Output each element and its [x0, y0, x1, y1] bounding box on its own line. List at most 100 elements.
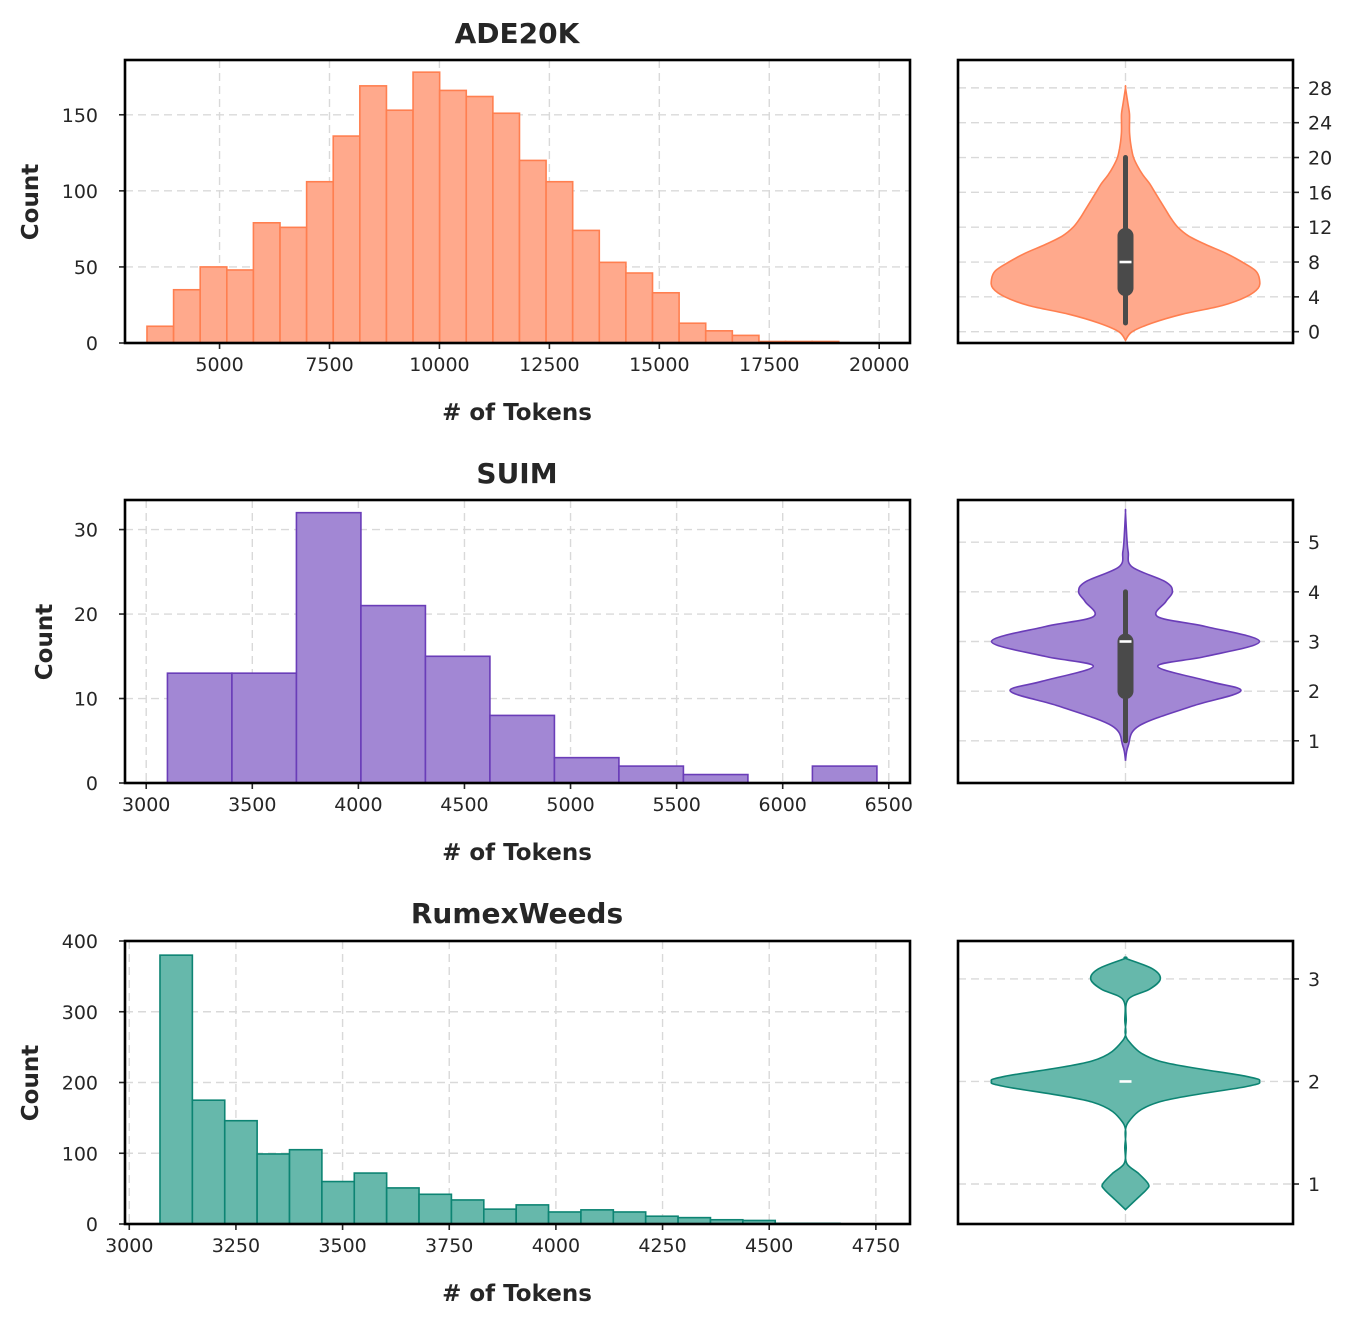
x-tick-label: 4250 [638, 1235, 686, 1257]
x-tick-label: 10000 [409, 354, 469, 376]
histogram-bar [305, 180, 335, 344]
x-tick-label: 4000 [532, 1235, 580, 1257]
histogram-bar [553, 756, 620, 784]
histogram-bar [146, 325, 175, 344]
histogram-bar [518, 159, 547, 344]
histogram-bar [571, 229, 601, 344]
x-tick-label: 3500 [228, 794, 276, 816]
y-tick-label: 0 [86, 333, 98, 355]
histogram-bar [279, 226, 308, 344]
histogram-bar [612, 1211, 647, 1225]
histogram-bar [166, 672, 233, 784]
x-tick-label: 6500 [865, 794, 913, 816]
violin-tick-label: 3 [1308, 632, 1320, 654]
violin-tick-label: 2 [1308, 681, 1320, 703]
violin-tick-label: 12 [1308, 217, 1332, 239]
violin-tick-label: 24 [1308, 113, 1332, 135]
y-tick-label: 100 [62, 1143, 98, 1165]
histogram-bar [256, 1153, 291, 1225]
y-tick-label: 30 [74, 520, 98, 542]
histogram-bar [295, 511, 362, 784]
histogram-bar [465, 95, 494, 344]
plot-frame [123, 58, 912, 345]
y-tick-label: 0 [86, 1214, 98, 1236]
panel-ade20k: ADE20K 5000 7500 10000 12500 150 0 0 17500 20000… [18, 17, 1332, 426]
histogram-bar [353, 1172, 388, 1225]
plot-frame [123, 939, 912, 1226]
x-tick-label: 5000 [546, 794, 594, 816]
histogram-bar [321, 1180, 356, 1225]
x-tick-label: 17500 [739, 354, 799, 376]
violin-tick-label: 3 [1308, 969, 1320, 991]
histogram-bar [288, 1148, 323, 1225]
x-tick-label: 5500 [652, 794, 700, 816]
y-tick-label: 400 [62, 931, 98, 953]
histogram-bar [438, 89, 468, 344]
violin-tick-label: 5 [1308, 532, 1320, 554]
x-tick-label: 4750 [852, 1235, 900, 1257]
histogram-bar [332, 135, 361, 344]
histogram-bar [359, 85, 388, 344]
violin-tick-label: 4 [1308, 287, 1320, 309]
panel-suim: SUIM 3000 3500 4000 4500 5000 5500 6000 6500 0 10… [32, 457, 1320, 866]
histogram-ade20k: 5000 7500 10000 12500 15000 17500 20000 0 50 100 1… [62, 58, 912, 376]
x-tick-label: 12500 [519, 354, 579, 376]
histogram-bar [678, 322, 707, 344]
y-axis-label: Count [18, 1045, 44, 1121]
x-tick-label: 3500 [318, 1235, 366, 1257]
histogram-bar [489, 714, 556, 784]
x-axis-label: # of Tokens [442, 840, 592, 866]
histogram-bar [492, 112, 521, 344]
histogram-bar [424, 655, 491, 784]
histogram-bar [412, 71, 441, 344]
x-axis-label: # of Tokens [442, 1281, 592, 1307]
histogram-bar [811, 765, 878, 784]
violin-tick-label: 2 [1308, 1071, 1320, 1093]
x-tick-label: 20000 [849, 354, 909, 376]
x-tick-label: 5000 [195, 354, 243, 376]
y-tick-label: 100 [62, 181, 98, 203]
y-tick-label: 150 [62, 105, 98, 127]
violin-suim: 1 2 3 4 5 [956, 498, 1320, 785]
histogram-bar [252, 222, 281, 344]
histogram-bar [226, 269, 255, 344]
histogram-bar [450, 1199, 485, 1225]
violin-tick-label: 1 [1308, 1174, 1320, 1196]
violin-body [990, 956, 1261, 1211]
violin-frame [956, 498, 1295, 785]
violin-tick-label: 16 [1308, 182, 1332, 204]
histogram-bar [360, 604, 427, 784]
chart-title: ADE20K [455, 17, 581, 50]
violin-tick-label: 28 [1308, 78, 1332, 100]
x-tick-label: 7500 [305, 354, 353, 376]
y-axis-label: Count [32, 604, 58, 680]
histogram-bar [704, 330, 734, 344]
x-tick-label: 3250 [212, 1235, 260, 1257]
violin-frame [956, 58, 1295, 345]
x-tick-label: 3750 [425, 1235, 473, 1257]
panel-rumexweeds: RumexWeeds 3000 3250 3500 3750 4000 4250 4500 4… [18, 897, 1320, 1307]
x-tick-label: 6000 [759, 794, 807, 816]
histogram-bar [385, 109, 414, 344]
chart-title: SUIM [476, 457, 557, 490]
plot-frame [123, 498, 912, 785]
histogram-bar [418, 1193, 453, 1225]
violin-ade20k: 0 4 8 12 16 20 24 28 [956, 58, 1332, 345]
histogram-bar [223, 1119, 258, 1225]
histogram-bar [545, 180, 574, 344]
histogram-bar [172, 288, 202, 344]
y-tick-label: 200 [62, 1073, 98, 1095]
violin-rumexweeds: 1 2 3 [956, 939, 1320, 1226]
y-tick-label: 10 [74, 689, 98, 711]
y-tick-label: 300 [62, 1002, 98, 1024]
violin-frame [956, 939, 1295, 1226]
histogram-suim: 3000 3500 4000 4500 5000 5500 6000 6500 0 10 20 30 [74, 498, 913, 816]
violin-tick-label: 0 [1308, 322, 1320, 344]
histogram-rumexweeds: 3000 3250 3500 3750 4000 4250 4500 4750 0 100 200 3… [62, 931, 912, 1257]
histogram-bar [159, 954, 194, 1225]
histogram-bar [625, 272, 654, 344]
histogram-bar [191, 1099, 226, 1225]
histogram-bar [199, 266, 228, 344]
histogram-bar [515, 1204, 550, 1225]
x-tick-label: 4500 [440, 794, 488, 816]
